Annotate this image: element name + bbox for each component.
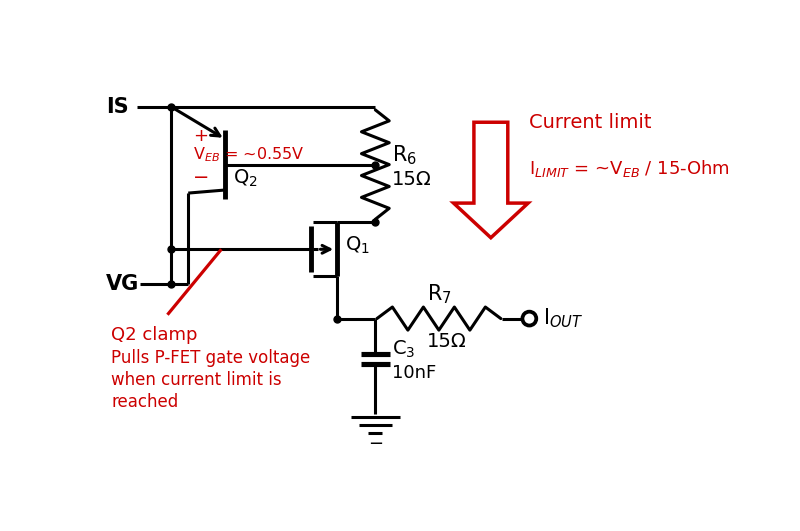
Text: I$_{OUT}$: I$_{OUT}$: [543, 307, 584, 330]
Text: Current limit: Current limit: [530, 113, 652, 132]
Text: Q$_2$: Q$_2$: [233, 168, 258, 189]
Text: Q2 clamp: Q2 clamp: [111, 326, 198, 344]
Text: reached: reached: [111, 392, 178, 410]
Text: V$_{EB}$ = ~0.55V: V$_{EB}$ = ~0.55V: [193, 145, 305, 164]
Polygon shape: [454, 122, 528, 238]
Text: IS: IS: [106, 97, 129, 117]
Text: I$_{LIMIT}$ = ~V$_{EB}$ / 15-Ohm: I$_{LIMIT}$ = ~V$_{EB}$ / 15-Ohm: [530, 158, 730, 179]
Text: 15Ω: 15Ω: [427, 332, 467, 351]
Text: 10nF: 10nF: [392, 364, 437, 382]
Text: Q$_1$: Q$_1$: [345, 235, 370, 256]
Text: when current limit is: when current limit is: [111, 371, 282, 389]
Text: −: −: [193, 168, 210, 187]
Text: +: +: [193, 127, 208, 145]
Text: R$_7$: R$_7$: [427, 282, 452, 306]
Text: VG: VG: [106, 274, 139, 294]
Text: −: −: [368, 435, 383, 453]
Text: Pulls P-FET gate voltage: Pulls P-FET gate voltage: [111, 349, 310, 367]
Text: R$_6$: R$_6$: [392, 143, 418, 167]
Text: C$_3$: C$_3$: [392, 339, 416, 361]
Text: 15Ω: 15Ω: [392, 170, 432, 190]
